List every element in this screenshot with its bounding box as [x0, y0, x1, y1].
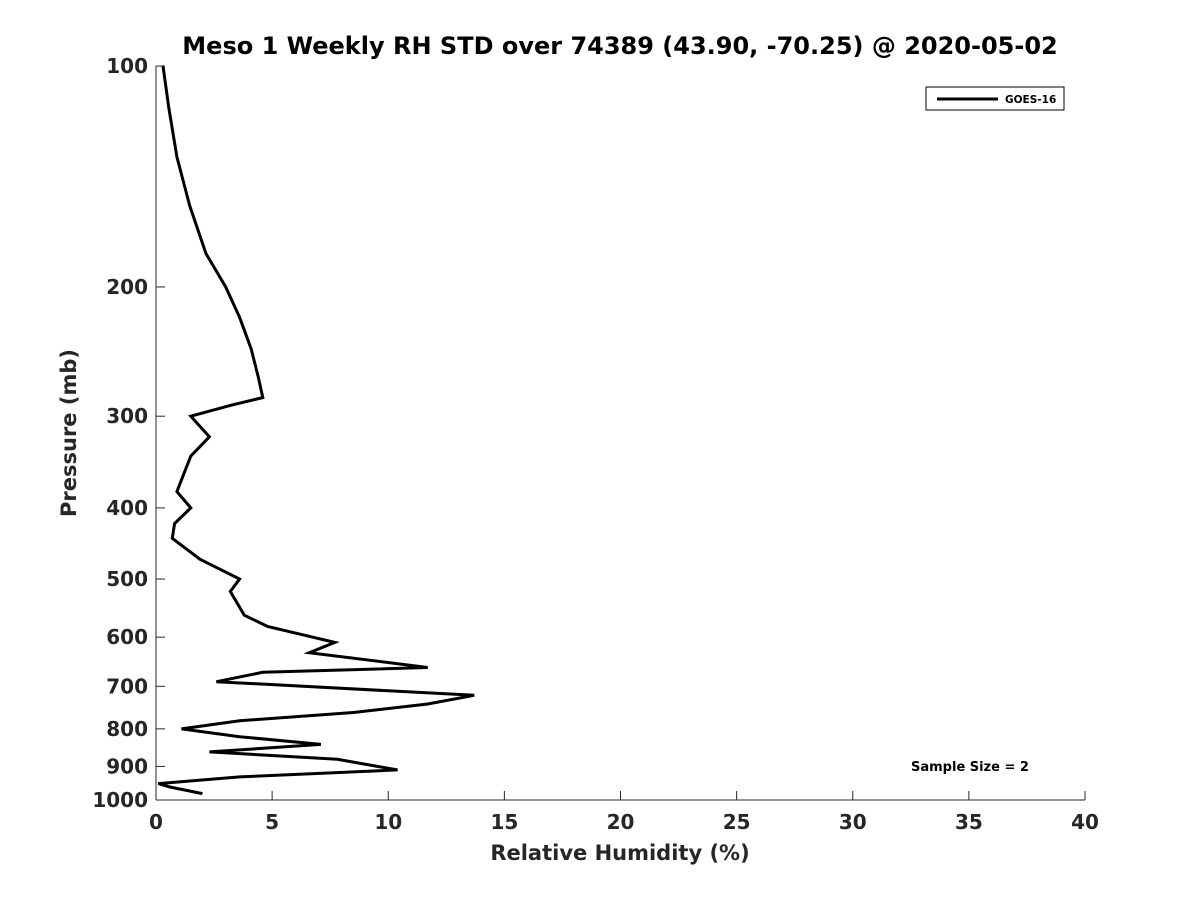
x-tick-label: 40 [1071, 810, 1099, 834]
x-tick-label: 15 [490, 810, 518, 834]
x-ticks: 0 5 10 15 20 25 30 35 40 [149, 791, 1099, 834]
sample-size-annotation: Sample Size = 2 [911, 760, 1029, 775]
axes: 0 5 10 15 20 25 30 35 40 100 200 300 400 500 600 700 80… [92, 54, 1099, 834]
y-tick-label: 500 [106, 567, 148, 591]
x-tick-label: 10 [374, 810, 402, 834]
y-tick-label: 200 [106, 275, 148, 299]
x-tick-label: 30 [839, 810, 867, 834]
y-ticks: 100 200 300 400 500 600 700 800 900 1000 [92, 54, 165, 812]
y-tick-label: 900 [106, 754, 148, 778]
y-tick-label: 600 [106, 625, 148, 649]
chart-title: Meso 1 Weekly RH STD over 74389 (43.90, … [182, 32, 1057, 60]
x-tick-label: 20 [607, 810, 635, 834]
x-axis-label: Relative Humidity (%) [490, 841, 749, 865]
y-tick-label: 700 [106, 674, 148, 698]
x-tick-label: 5 [265, 810, 279, 834]
x-tick-label: 25 [723, 810, 751, 834]
y-tick-label: 100 [106, 54, 148, 78]
x-tick-label: 0 [149, 810, 163, 834]
y-tick-label: 800 [106, 717, 148, 741]
y-axis-label: Pressure (mb) [57, 349, 81, 517]
series-line-goes-16 [157, 65, 475, 796]
y-tick-label: 400 [106, 496, 148, 520]
y-tick-label: 300 [106, 404, 148, 428]
series-layer [157, 65, 475, 796]
legend-label-goes-16: GOES-16 [1005, 94, 1056, 106]
y-tick-label: 1000 [92, 788, 148, 812]
legend: GOES-16 [925, 86, 1065, 111]
x-tick-label: 35 [955, 810, 983, 834]
